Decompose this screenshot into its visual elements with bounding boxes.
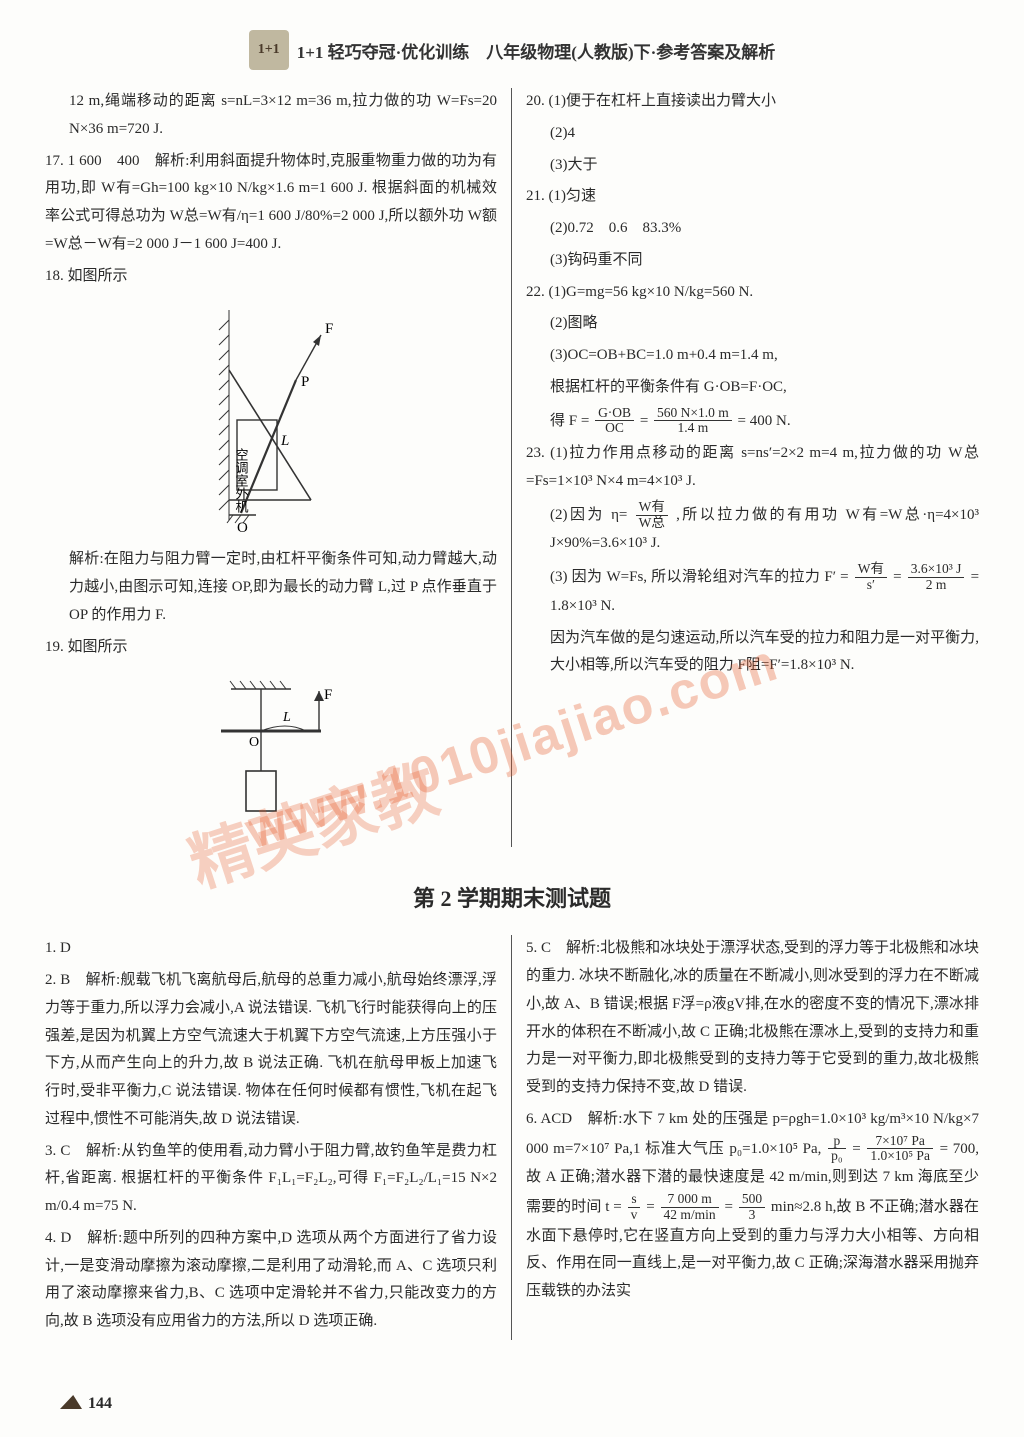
item-18-analysis: 解析:在阻力与阻力臂一定时,由杠杆平衡条件可知,动力臂越大,动力越小,由图示可知…	[45, 546, 497, 629]
upper-right-column: 20. (1)便于在杠杆上直接读出力臂大小 (2)4 (3)大于 21. (1)…	[512, 88, 979, 847]
header-title: 1+1 轻巧夺冠·优化训练 八年级物理(人教版)下·参考答案及解析	[297, 38, 776, 63]
item-22-3: (3)OC=OB+BC=1.0 m+0.4 m=1.4 m,	[526, 342, 979, 370]
item-22-4: 根据杠杆的平衡条件有 G·OB=F·OC,	[526, 374, 979, 402]
lower-content: 1. D 2. B 解析:舰载飞机飞离航母后,航母的总重力减小,航母始终漂浮,浮…	[45, 935, 979, 1340]
figure-19: F L O	[45, 671, 497, 841]
fig19-label-O: O	[249, 735, 259, 750]
item-l6: 6. ACD 解析:水下 7 km 处的压强是 p=ρgh=1.0×10³ kg…	[526, 1106, 979, 1306]
figure-18: F P 空调室外机 L O	[45, 300, 497, 540]
fig18-label-F: F	[325, 321, 333, 337]
item-l5: 5. C 解析:北极熊和冰块处于漂浮状态,受到的浮力等于北极熊和冰块的重力. 冰…	[526, 935, 979, 1102]
item-l1: 1. D	[45, 935, 497, 963]
item-22-1: 22. (1)G=mg=56 kg×10 N/kg=560 N.	[526, 279, 979, 307]
page: 1+1 1+1 轻巧夺冠·优化训练 八年级物理(人教版)下·参考答案及解析 12…	[0, 0, 1024, 1437]
section-title: 第 2 学期期末测试题	[45, 881, 979, 913]
fig18-label-O: O	[237, 520, 248, 536]
item-l4: 4. D 解析:题中所列的四种方案中,D 选项从两个方面进行了省力设计,一是变滑…	[45, 1225, 497, 1336]
header-logo: 1+1	[249, 30, 289, 70]
item-16b: 12 m,绳端移动的距离 s=nL=3×12 m=36 m,拉力做的功 W=Fs…	[45, 88, 497, 144]
item-21-1: 21. (1)匀速	[526, 183, 979, 211]
item-l2: 2. B 解析:舰载飞机飞离航母后,航母的总重力减小,航母始终漂浮,浮力等于重力…	[45, 967, 497, 1134]
diagram-18-svg: F P 空调室外机 L O	[181, 300, 361, 540]
item-23-4: 因为汽车做的是匀速运动,所以汽车受的拉力和阻力是一对平衡力,大小相等,所以汽车受…	[526, 625, 979, 681]
item-21-3: (3)钩码重不同	[526, 247, 979, 275]
upper-content: 12 m,绳端移动的距离 s=nL=3×12 m=36 m,拉力做的功 W=Fs…	[45, 88, 979, 847]
item-18: 18. 如图所示	[45, 263, 497, 291]
item-20-3: (3)大于	[526, 152, 979, 180]
item-20-2: (2)4	[526, 120, 979, 148]
lower-left-column: 1. D 2. B 解析:舰载飞机飞离航母后,航母的总重力减小,航母始终漂浮,浮…	[45, 935, 512, 1340]
fig18-label-body: 空调室外机	[234, 448, 249, 514]
item-17: 17. 1 600 400 解析:利用斜面提升物体时,克服重物重力做的功为有用功…	[45, 148, 497, 259]
item-21-2: (2)0.72 0.6 83.3%	[526, 215, 979, 243]
lower-right-column: 5. C 解析:北极熊和冰块处于漂浮状态,受到的浮力等于北极熊和冰块的重力. 冰…	[512, 935, 979, 1340]
fig19-label-L: L	[282, 710, 291, 725]
fig18-label-L: L	[280, 433, 289, 449]
fig19-label-F: F	[324, 687, 332, 703]
item-22-2: (2)图略	[526, 310, 979, 338]
fig18-label-P: P	[301, 374, 309, 390]
upper-left-column: 12 m,绳端移动的距离 s=nL=3×12 m=36 m,拉力做的功 W=Fs…	[45, 88, 512, 847]
item-23-2: (2)因为 η= W有W总 ,所以拉力做的有用功 W有=W总·η=4×10³ J…	[526, 500, 979, 558]
diagram-19-svg: F L O	[191, 671, 351, 841]
item-23-3: (3) 因为 W=Fs, 所以滑轮组对汽车的拉力 F′ = W有s′ = 3.6…	[526, 562, 979, 620]
item-23-1: 23. (1)拉力作用点移动的距离 s=ns′=2×2 m=4 m,拉力做的功 …	[526, 440, 979, 496]
page-number: 144	[60, 1395, 112, 1413]
item-l3: 3. C 解析:从钓鱼竿的使用看,动力臂小于阻力臂,故钓鱼竿是费力杠杆,省距离.…	[45, 1138, 497, 1221]
item-20-1: 20. (1)便于在杠杆上直接读出力臂大小	[526, 88, 979, 116]
item-19: 19. 如图所示	[45, 634, 497, 662]
page-header: 1+1 1+1 轻巧夺冠·优化训练 八年级物理(人教版)下·参考答案及解析	[45, 30, 979, 70]
item-22-5: 得 F = G·OBOC = 560 N×1.0 m1.4 m = 400 N.	[526, 406, 979, 437]
